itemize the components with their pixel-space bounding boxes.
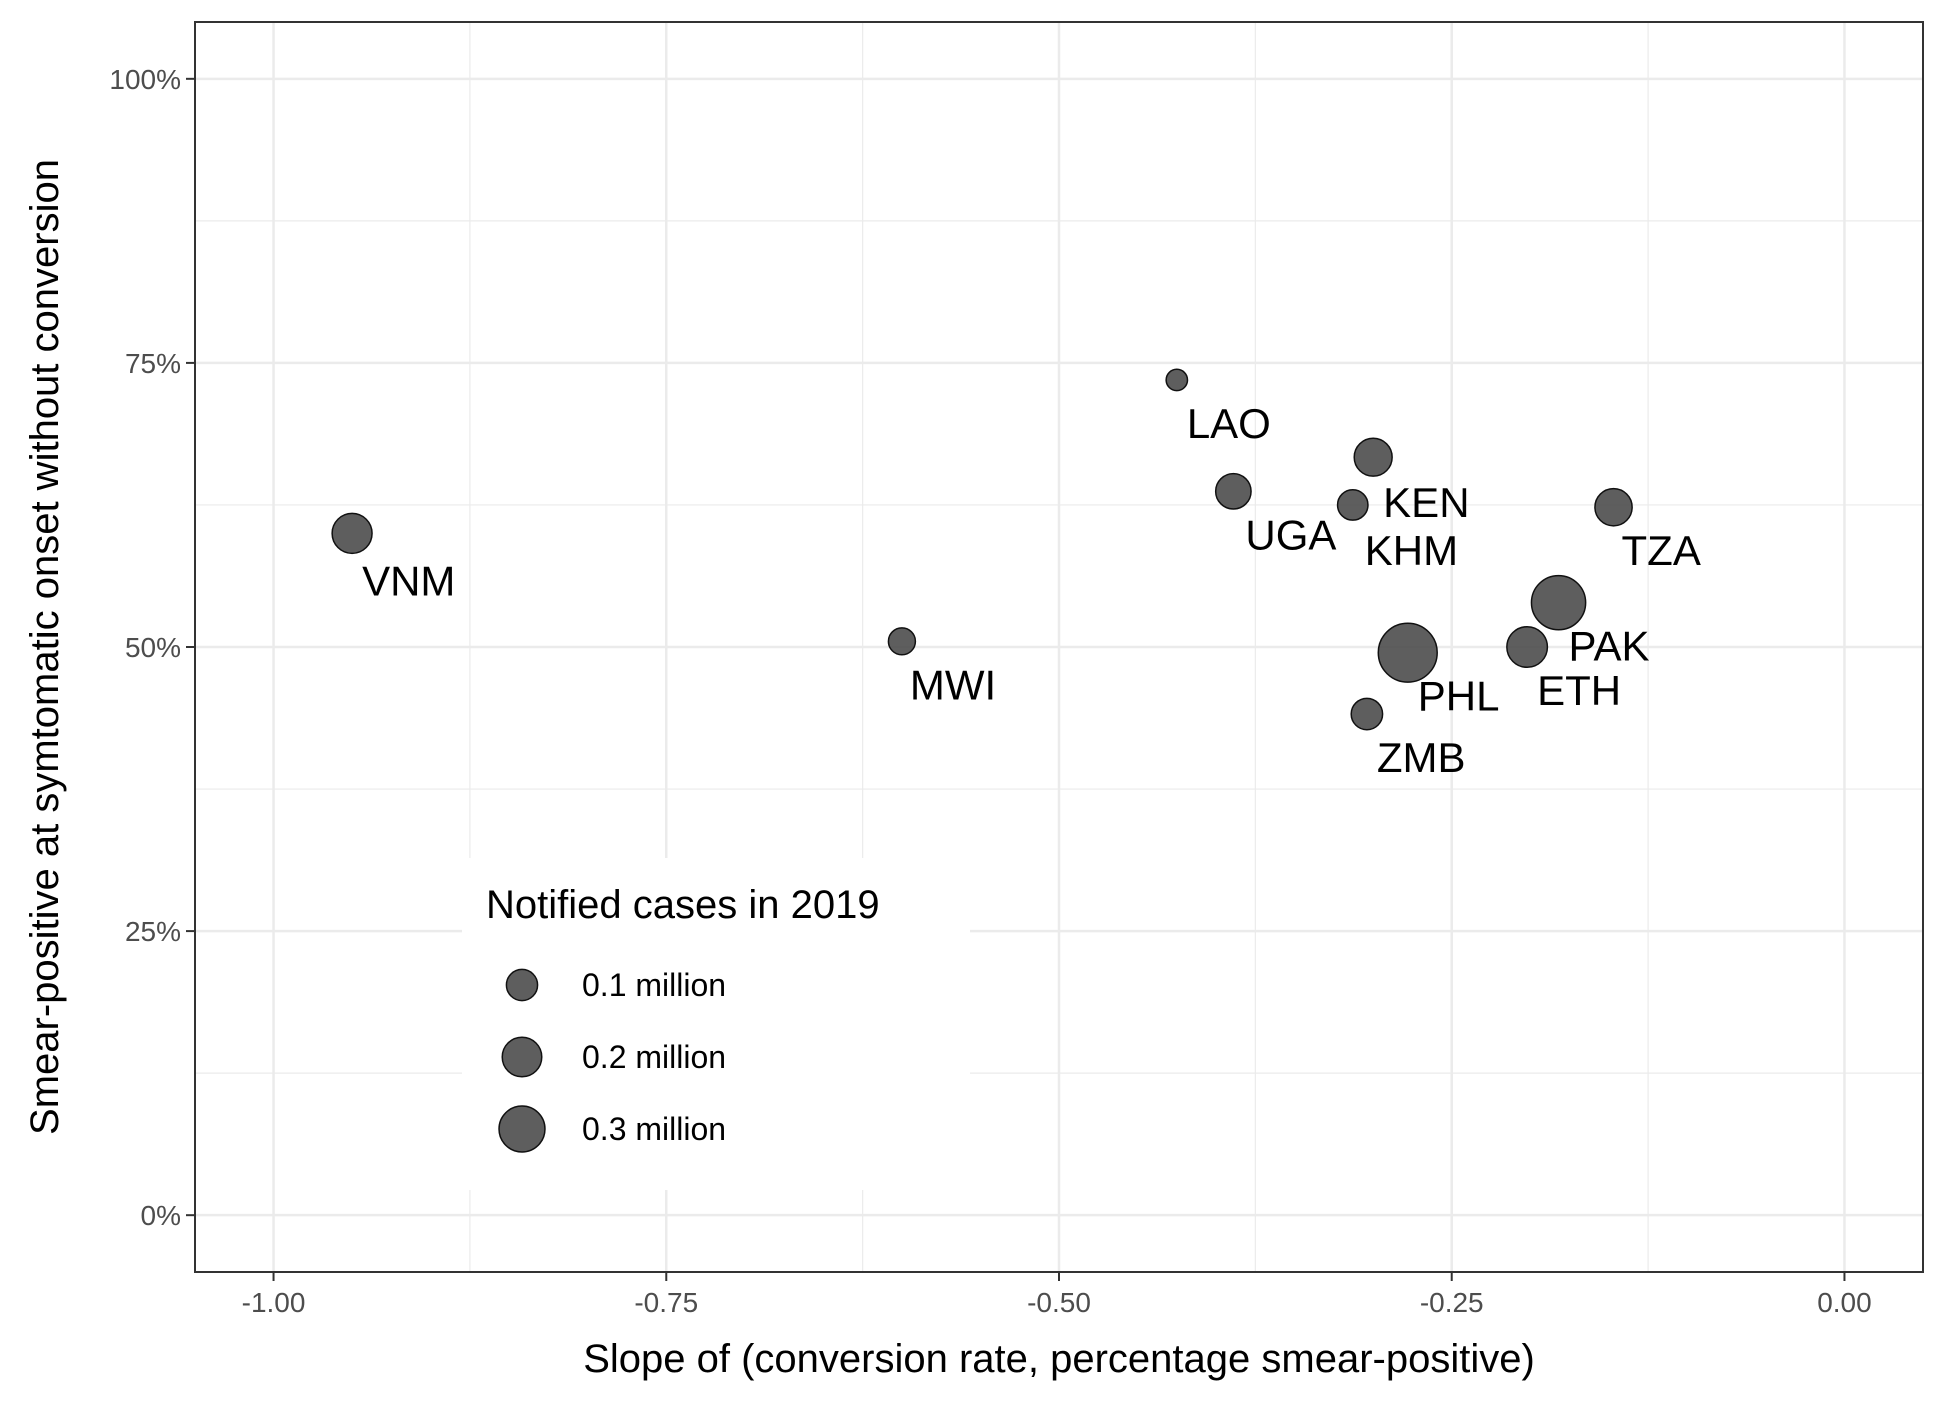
point-mwi <box>887 627 917 656</box>
legend-title: Notified cases in 2019 <box>486 883 880 927</box>
point-eth <box>1506 625 1549 669</box>
data-points <box>331 368 1633 731</box>
legend-key-3 <box>498 1105 546 1153</box>
point-label-ken: KEN <box>1383 479 1469 526</box>
point-zmb <box>1350 697 1384 731</box>
point-label-tza: TZA <box>1622 527 1701 574</box>
point-label-phl: PHL <box>1418 673 1500 720</box>
point-khm <box>1336 489 1369 521</box>
point-tza <box>1594 487 1633 527</box>
point-label-mwi: MWI <box>910 661 996 708</box>
point-vnm <box>331 512 373 555</box>
x-tick-label: 0.00 <box>1817 1287 1872 1318</box>
point-label-eth: ETH <box>1537 667 1621 714</box>
legend-key-1 <box>505 968 539 1002</box>
legend: Notified cases in 2019 0.1 million 0.2 mi… <box>462 858 970 1190</box>
x-tick-label: -0.50 <box>1027 1287 1091 1318</box>
point-lao <box>1165 368 1189 392</box>
x-tick-label: -1.00 <box>242 1287 306 1318</box>
legend-key-2 <box>501 1036 543 1078</box>
point-label-khm: KHM <box>1365 527 1458 574</box>
y-tick-label: 50% <box>125 632 181 663</box>
legend-background <box>462 858 970 1190</box>
y-axis-title: Smear-positive at symtomatic onset witho… <box>23 159 67 1135</box>
legend-label-1: 0.1 million <box>582 967 726 1003</box>
point-label-lao: LAO <box>1187 400 1271 447</box>
y-tick-label: 25% <box>125 916 181 947</box>
point-label-uga: UGA <box>1245 511 1336 558</box>
point-label-zmb: ZMB <box>1377 734 1466 781</box>
x-tick-label: -0.75 <box>634 1287 698 1318</box>
x-axis-title: Slope of (conversion rate, percentage sm… <box>583 1337 1535 1381</box>
legend-label-2: 0.2 million <box>582 1039 726 1075</box>
point-phl <box>1377 622 1438 683</box>
y-axis: 0% 25% 50% 75% 100% <box>109 64 195 1231</box>
x-tick-label: -0.25 <box>1420 1287 1484 1318</box>
y-tick-label: 100% <box>109 64 181 95</box>
point-pak <box>1530 574 1587 631</box>
legend-entries: 0.1 million 0.2 million 0.3 million <box>498 967 726 1153</box>
legend-label-3: 0.3 million <box>582 1111 726 1147</box>
point-ken <box>1353 437 1393 477</box>
y-tick-label: 0% <box>141 1200 181 1231</box>
point-label-pak: PAK <box>1569 623 1650 670</box>
y-tick-label: 75% <box>125 348 181 379</box>
point-uga <box>1214 472 1252 510</box>
point-label-vnm: VNM <box>362 557 455 604</box>
x-axis: -1.00 -0.75 -0.50 -0.25 0.00 <box>242 1272 1872 1318</box>
